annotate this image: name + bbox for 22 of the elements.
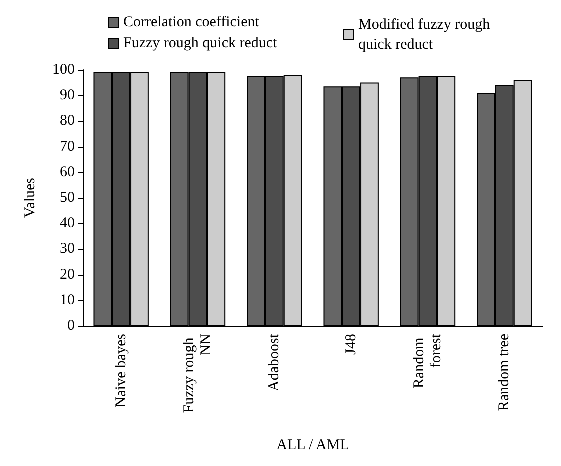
- y-tick-label: 0: [68, 318, 75, 334]
- x-tick-label: Adaboost: [266, 333, 283, 392]
- y-tick-label: 70: [60, 138, 75, 155]
- y-axis-title: Values: [22, 178, 38, 218]
- x-tick-label: Fuzzy rough NN: [182, 334, 214, 414]
- y-tick-label: 90: [60, 88, 75, 104]
- legend-label: Fuzzy rough quick reduct: [124, 36, 278, 52]
- y-tick-label: 40: [60, 216, 75, 232]
- x-tick-label: J48: [343, 334, 360, 355]
- y-tick-label: 50: [60, 190, 75, 206]
- legend-label: Modified fuzzy rough quick reduct: [358, 17, 494, 53]
- x-tick-label: Random tree: [496, 334, 513, 412]
- x-tick-label: Random forest: [412, 333, 444, 389]
- y-tick-label: 100: [52, 62, 75, 78]
- x-tick-label: Naive bayes: [113, 334, 130, 408]
- legend-label: Correlation coefficient: [124, 14, 260, 30]
- y-tick-label: 60: [60, 164, 75, 180]
- y-tick-label: 30: [60, 241, 75, 258]
- y-tick-label: 10: [60, 292, 75, 308]
- y-tick-label: 80: [60, 113, 75, 130]
- y-tick-label: 20: [60, 266, 75, 283]
- x-axis-title: ALL / AML: [276, 438, 350, 454]
